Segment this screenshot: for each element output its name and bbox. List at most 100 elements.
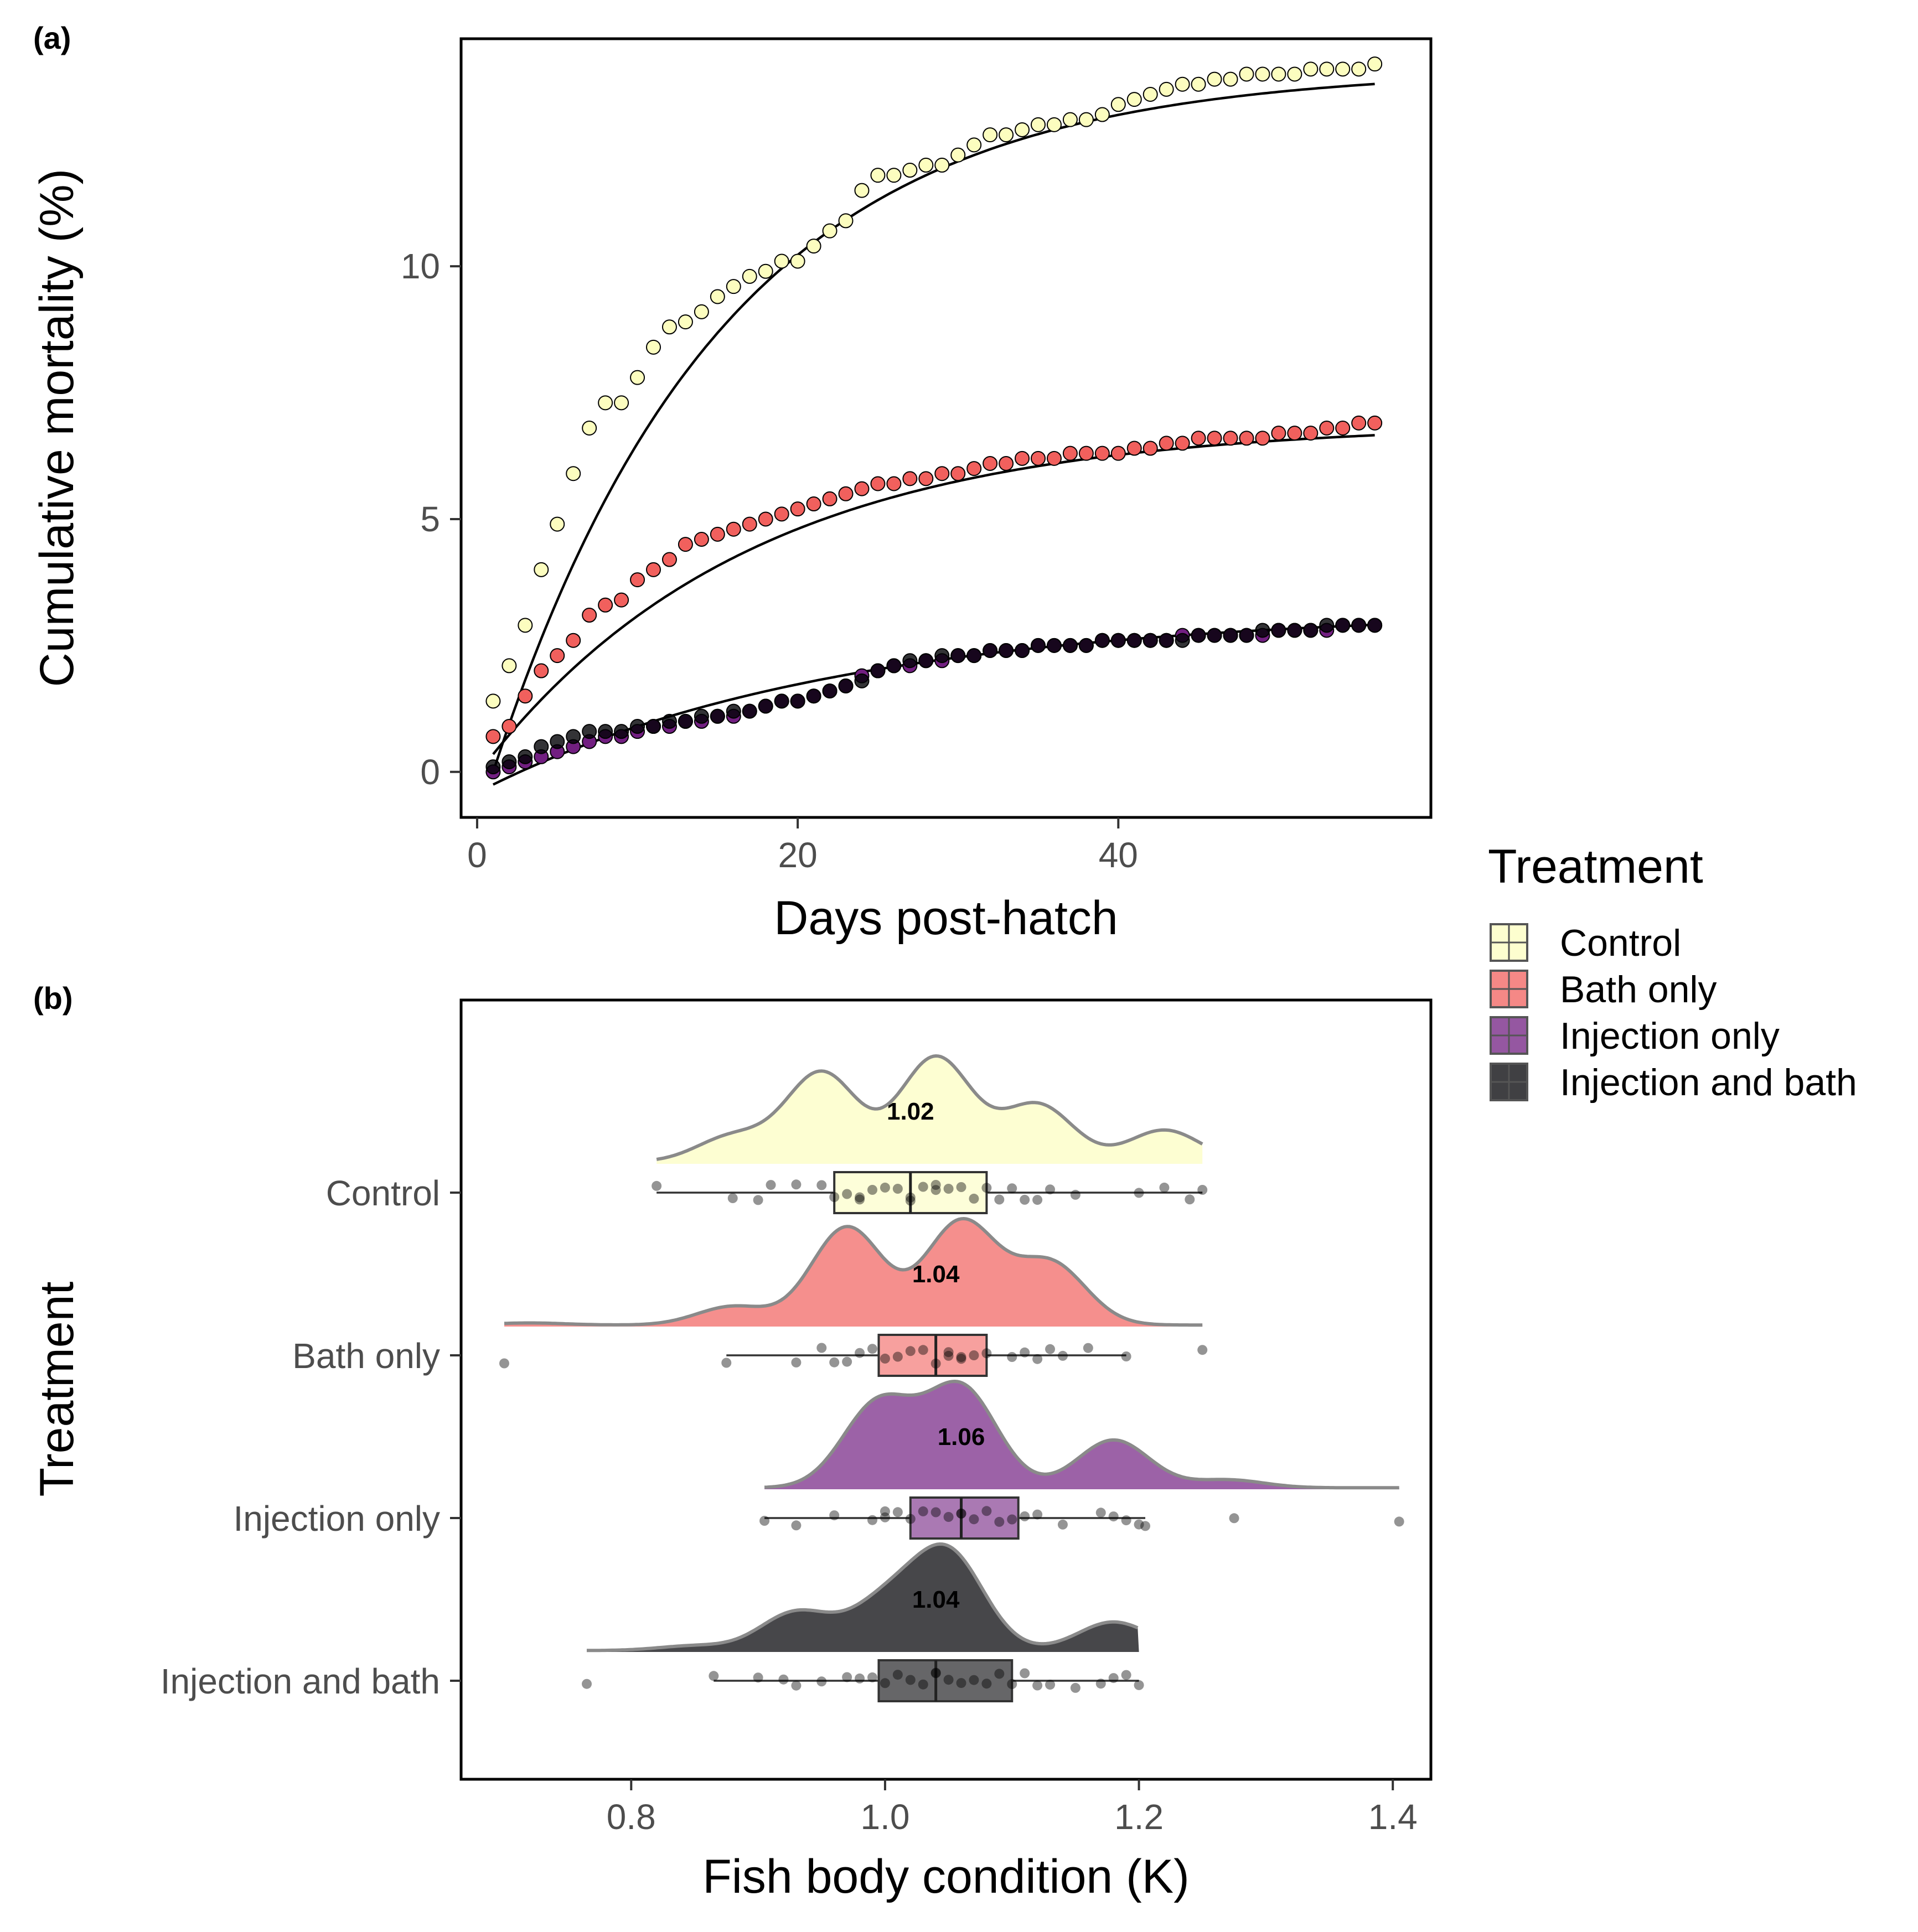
median-label: 1.06: [938, 1423, 985, 1451]
data-point: [1367, 618, 1383, 633]
data-point: [806, 239, 821, 254]
raw-point: [892, 1670, 903, 1680]
mortality-points: [485, 56, 1383, 780]
y-tick-label: 10: [401, 246, 440, 286]
raw-point: [1197, 1185, 1208, 1195]
raw-point: [1394, 1516, 1404, 1527]
y-tick-label: Injection and bath: [161, 1661, 440, 1701]
raw-point: [981, 1679, 992, 1689]
data-point: [1015, 450, 1030, 466]
data-point: [1031, 117, 1046, 132]
data-point: [630, 572, 645, 588]
raw-point: [867, 1185, 877, 1195]
data-point: [1094, 633, 1110, 648]
data-point: [1239, 66, 1254, 82]
data-point: [950, 147, 966, 163]
raw-point: [1070, 1682, 1081, 1693]
data-point: [646, 339, 661, 355]
y-axis-title-a: Cumulative mortality (%): [30, 169, 84, 687]
x-axis-ticks: 0 20 40: [467, 817, 1138, 875]
raw-point: [956, 1509, 966, 1519]
raw-point: [1140, 1521, 1151, 1531]
raw-point: [855, 1348, 865, 1358]
raw-point: [867, 1344, 877, 1354]
y-tick-label: Control: [326, 1173, 440, 1213]
raw-point: [1197, 1345, 1208, 1355]
data-point: [870, 476, 886, 491]
raw-point: [994, 1194, 1005, 1205]
raw-point: [1007, 1352, 1017, 1362]
raw-point: [1057, 1350, 1068, 1361]
raw-point: [727, 1193, 738, 1203]
data-point: [726, 521, 741, 537]
data-point: [534, 562, 549, 577]
raw-point: [918, 1506, 928, 1516]
data-point: [902, 163, 918, 178]
data-point: [774, 253, 789, 269]
raw-point: [842, 1672, 852, 1682]
raw-point: [1121, 1515, 1131, 1526]
legend-title: Treatment: [1488, 840, 1703, 893]
legend-label: Injection and bath: [1560, 1061, 1857, 1104]
data-point: [678, 314, 693, 330]
data-point: [966, 648, 982, 664]
raw-point: [1185, 1194, 1195, 1205]
raw-point: [918, 1182, 928, 1192]
raw-point: [1057, 1519, 1068, 1530]
raw-point: [778, 1674, 789, 1685]
data-point: [758, 263, 773, 279]
x-axis-title-a: Days post-hatch: [774, 892, 1118, 945]
data-point: [950, 466, 966, 481]
data-point: [678, 713, 693, 729]
raw-point: [1020, 1194, 1030, 1205]
data-point: [1126, 92, 1142, 107]
raw-point: [943, 1350, 954, 1361]
x-tick-label: 1.2: [1114, 1797, 1164, 1837]
series-injection-and-bath: [485, 618, 1383, 775]
data-point: [1255, 431, 1270, 446]
data-point: [582, 608, 597, 623]
data-point: [485, 693, 501, 709]
raw-point: [943, 1347, 954, 1358]
raw-point: [943, 1184, 954, 1194]
panel-b-tag: (b): [33, 981, 73, 1016]
data-point: [838, 213, 854, 229]
raw-point: [867, 1515, 877, 1525]
raw-point: [892, 1184, 903, 1194]
y-axis-ticks: 0 5 10: [401, 246, 461, 792]
data-point: [534, 739, 549, 754]
data-point: [1303, 426, 1319, 441]
data-point: [886, 658, 902, 674]
raw-point: [753, 1195, 763, 1205]
raw-point: [1083, 1343, 1093, 1353]
raw-point: [969, 1514, 979, 1525]
data-point: [966, 137, 982, 153]
plot-a-frame: [459, 37, 1433, 819]
data-point: [918, 653, 934, 669]
data-point: [1271, 66, 1286, 82]
density-outline: [656, 1054, 1203, 1161]
raw-point: [855, 1194, 865, 1205]
data-point: [1223, 628, 1238, 643]
data-point: [1255, 66, 1270, 82]
iqr-box: [877, 1659, 1014, 1702]
data-point: [1142, 633, 1158, 648]
data-point: [1319, 618, 1335, 633]
data-point: [566, 633, 581, 648]
raw-point: [930, 1358, 941, 1369]
raw-point: [842, 1356, 852, 1367]
data-point: [582, 724, 597, 739]
data-point: [838, 486, 854, 501]
raw-point: [1020, 1347, 1030, 1358]
data-point: [934, 157, 950, 173]
raw-point: [1007, 1679, 1017, 1689]
raw-point: [956, 1354, 966, 1364]
data-point: [1351, 415, 1367, 431]
data-point: [1126, 633, 1142, 648]
data-point: [518, 688, 533, 704]
median-label: 1.02: [887, 1098, 934, 1125]
y-tick-label: 0: [420, 752, 440, 792]
y-tick-label: Injection only: [233, 1499, 440, 1539]
data-point: [1078, 638, 1094, 653]
data-point: [502, 754, 517, 769]
